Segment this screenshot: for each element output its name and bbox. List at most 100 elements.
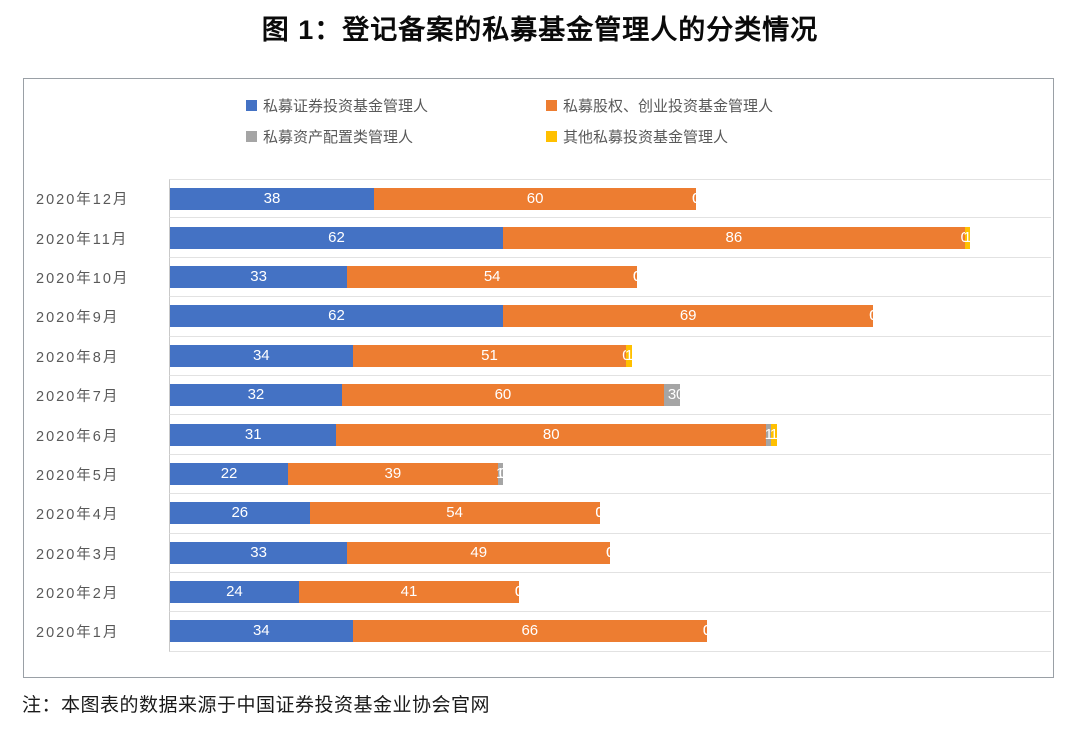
- plot-cell: 34 66 0 0: [169, 612, 1051, 652]
- segment-securities: 26: [170, 502, 310, 525]
- plot-cell: 31 80 1 1: [169, 415, 1051, 455]
- stacked-bar: 26 54 0 0: [170, 502, 604, 525]
- plot-cell: 22 39 1 0: [169, 454, 1051, 495]
- category-label: 2020年11月: [36, 231, 129, 248]
- legend-label: 其他私募投资基金管理人: [563, 129, 729, 146]
- segment-equity-vc: 49: [347, 541, 611, 564]
- segment-value-label: 0: [702, 622, 712, 640]
- plot-cell: 38 60 0 0: [169, 179, 1051, 219]
- plot-cell: 345101: [169, 336, 1051, 376]
- segment-value-label: 0: [514, 583, 524, 601]
- legend-label: 私募股权、创业投资基金管理人: [563, 98, 774, 115]
- segment-equity-vc: 80: [336, 423, 767, 446]
- stacked-bar: 22 39 1 0: [170, 462, 507, 485]
- category-label: 2020年8月: [36, 349, 120, 366]
- segment-value-label: 54: [446, 504, 463, 522]
- category-label: 2020年4月: [36, 507, 120, 524]
- segment-asset-allocation: 3: [664, 384, 681, 407]
- segment-value-label: 0: [675, 386, 685, 404]
- segment-securities: 22: [170, 462, 289, 485]
- legend-swatch-icon: [246, 131, 257, 142]
- segment-equity-vc: 66: [352, 620, 707, 643]
- category-label: 2020年2月: [36, 586, 120, 603]
- legend-label: 私募证券投资基金管理人: [263, 98, 429, 115]
- category-label: 2020年12月: [36, 192, 130, 209]
- source-note: 注：本图表的数据来源于中国证券投资基金业协会官网: [22, 695, 491, 716]
- segment-equity-vc: 86: [502, 226, 965, 249]
- plot-cell: 24 41 0 0: [169, 572, 1051, 613]
- stacked-bar: 38 60 0 0: [170, 187, 700, 210]
- category-label: 2020年5月: [36, 467, 120, 484]
- stacked-bar: 62 69 0 0: [170, 305, 878, 328]
- segment-securities: 33: [170, 265, 348, 288]
- segment-value-label: 0: [633, 267, 642, 285]
- segment-value-label: 54: [483, 267, 501, 285]
- bar-row: 2020年5月 22 39 1 0: [24, 454, 1051, 495]
- segment-value-label: 39: [384, 464, 402, 482]
- segment-value-label: 41: [400, 583, 418, 601]
- segment-value-label: 0: [692, 189, 701, 207]
- segment-value-label: 0: [514, 583, 524, 601]
- segment-value-label: 66: [521, 622, 539, 640]
- bar-row: 2020年12月 38 60 0 0: [24, 179, 1051, 219]
- segment-securities: 34: [170, 344, 353, 367]
- segment-value-label: 0: [692, 189, 701, 207]
- segment-value-label: 1: [963, 228, 972, 246]
- segment-value-label: 1: [496, 464, 505, 482]
- segment-value-label: 49: [470, 543, 488, 561]
- segment-equity-vc: 39: [288, 462, 498, 485]
- segment-value-label: 60: [494, 386, 512, 404]
- stacked-bar: 345101: [170, 344, 634, 367]
- segment-value-label: 31: [244, 425, 262, 443]
- segment-value-label: 34: [252, 622, 270, 640]
- bar-row: 2020年9月 62 69 0 0: [24, 297, 1051, 337]
- category-label: 2020年3月: [36, 546, 120, 563]
- plot-area: 2020年12月3860002020年11月6286012020年10月3354…: [24, 179, 1051, 652]
- stacked-bar: 33 54 0 0: [170, 265, 641, 288]
- segment-asset-allocation: 1: [764, 423, 773, 446]
- segment-equity-vc: 51: [352, 344, 627, 367]
- category-label: 2020年6月: [36, 428, 120, 445]
- segment-value-label: 0: [498, 464, 508, 482]
- bar-row: 2020年3月 33 49 0 0: [24, 533, 1051, 573]
- segment-securities: 62: [170, 226, 503, 249]
- bar-row: 2020年4月 26 54 0 0: [24, 494, 1051, 534]
- stacked-bar: 34 66 0 0: [170, 620, 711, 643]
- plot-cell: 33 49 0 0: [169, 533, 1051, 573]
- bar-row: 2020年7月 32 60 3 0: [24, 375, 1051, 416]
- segment-value-label: 26: [231, 504, 249, 522]
- legend-item-asset-allocation: 私募资产配置类管理人: [246, 126, 546, 147]
- segment-value-label: 1: [764, 425, 773, 443]
- stacked-bar: 628601: [170, 226, 972, 249]
- stacked-bar: 33 49 0 0: [170, 541, 615, 564]
- segment-value-label: 69: [679, 307, 697, 325]
- segment-value-label: 80: [542, 425, 560, 443]
- segment-asset-allocation: 1: [496, 462, 505, 485]
- bar-row: 2020年8月345101: [24, 336, 1051, 376]
- plot-cell: 62 69 0 0: [169, 297, 1051, 337]
- segment-securities: 33: [170, 541, 348, 564]
- segment-value-label: 86: [725, 228, 743, 246]
- chart-title: 图 1：登记备案的私募基金管理人的分类情况: [261, 15, 819, 45]
- legend-item-equity-vc: 私募股权、创业投资基金管理人: [546, 95, 773, 116]
- segment-value-label: 34: [252, 346, 270, 364]
- stacked-bar: 24 41 0 0: [170, 581, 523, 604]
- segment-securities: 32: [170, 384, 342, 407]
- legend: 私募证券投资基金管理人 私募股权、创业投资基金管理人私募资产配置类管理人 其他私募投…: [246, 95, 773, 147]
- segment-value-label: 0: [595, 504, 604, 522]
- segment-value-label: 1: [624, 346, 634, 364]
- segment-value-label: 0: [606, 543, 615, 561]
- segment-equity-vc: 60: [374, 187, 697, 210]
- segment-securities: 38: [170, 187, 375, 210]
- legend-item-other: 其他私募投资基金管理人: [546, 126, 773, 147]
- legend-swatch-icon: [546, 131, 557, 142]
- legend-item-securities: 私募证券投资基金管理人: [246, 95, 546, 116]
- segment-equity-vc: 54: [347, 265, 638, 288]
- segment-value-label: 62: [328, 307, 345, 325]
- legend-label: 私募资产配置类管理人: [263, 129, 414, 146]
- segment-value-label: 0: [633, 267, 642, 285]
- category-label: 2020年1月: [36, 625, 120, 642]
- segment-value-label: 33: [250, 543, 267, 561]
- segment-securities: 62: [170, 305, 503, 328]
